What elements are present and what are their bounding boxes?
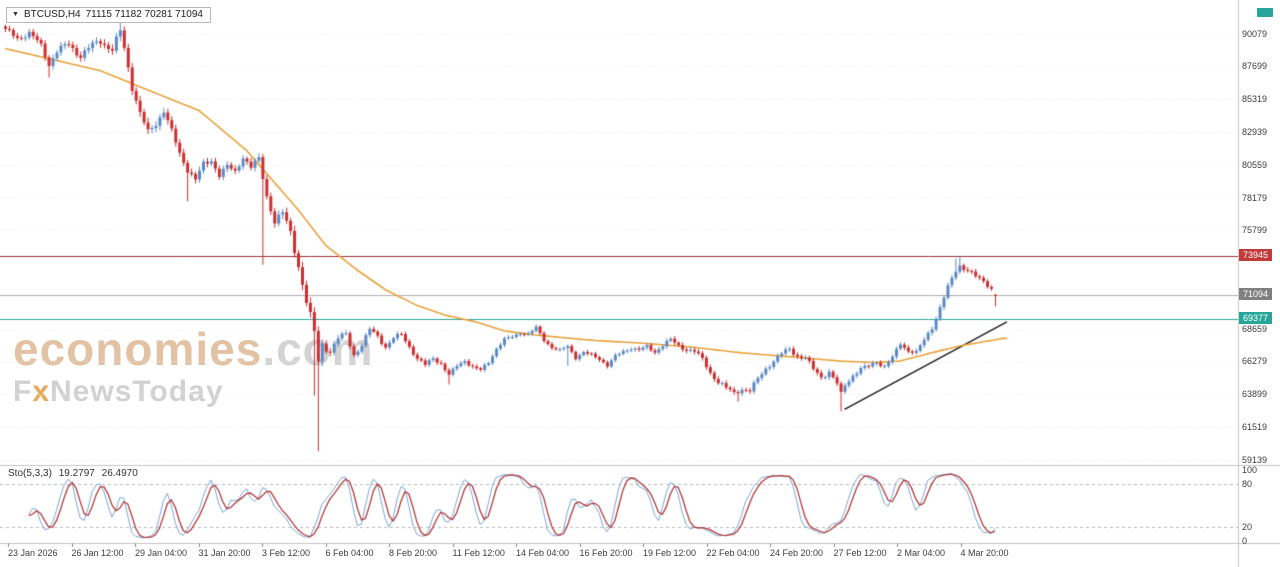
price-axis-label: 82939 [1242,127,1268,137]
price-axis-label: 59139 [1242,454,1268,465]
stochastic-d-value: 26.4970 [101,468,138,479]
price-axis-badge: 73945 [1239,248,1273,261]
date-axis-label: 26 Jan 12:00 [71,548,124,558]
date-axis-label: 31 Jan 20:00 [198,548,251,558]
symbol-ohlc-chip[interactable]: ▼ BTCUSD,H4 71115 71182 70281 71094 [6,7,211,23]
date-axis-label: 4 Mar 20:00 [960,548,1009,558]
date-axis-label: 22 Feb 04:00 [706,548,760,558]
price-axis-label: 63899 [1242,389,1268,400]
price-axis-label: 90079 [1242,28,1268,39]
date-axis-label: 14 Feb 04:00 [516,548,570,558]
price-axis-label: 68659 [1242,323,1268,334]
price-axis-label: 85319 [1242,94,1268,105]
date-axis-label: 23 Jan 2026 [8,548,58,558]
sto-axis-label: 100 [1242,465,1258,475]
date-axis-label: 16 Feb 20:00 [579,548,633,558]
date-axis-label: 19 Feb 12:00 [643,548,697,558]
date-axis-label: 11 Feb 12:00 [452,548,505,558]
dropdown-arrow-icon[interactable]: ▼ [12,11,19,18]
date-axis-label: 24 Feb 20:00 [770,548,824,558]
stochastic-label: Sto(5,3,3) 19.2797 26.4970 [8,468,142,479]
stochastic-k-value: 19.2797 [58,468,95,479]
date-axis-label: 29 Jan 04:00 [135,548,188,558]
sto-axis-label: 20 [1242,521,1253,532]
stochastic-name: Sto(5,3,3) [8,468,52,479]
date-axis-label: 2 Mar 04:00 [897,548,946,558]
price-axis-label: 75799 [1242,225,1268,236]
price-axis-label: 66279 [1242,356,1268,367]
date-axis-label: 3 Feb 12:00 [262,548,311,558]
date-axis-label: 27 Feb 12:00 [833,548,887,558]
sto-axis-label: 0 [1242,536,1248,546]
symbol-label: BTCUSD,H4 [23,9,81,20]
ohlc-values: 71115 71182 70281 71094 [85,9,203,20]
chart-corner-icon[interactable] [1257,8,1273,17]
date-axis-label: 6 Feb 04:00 [325,548,374,558]
sto-axis-label: 80 [1242,479,1253,490]
date-axis-label: 8 Feb 20:00 [389,548,438,558]
price-axis-badge: 69377 [1239,311,1273,324]
price-axis-label: 78179 [1242,192,1268,203]
price-axis-label: 80559 [1242,159,1268,170]
price-axis-label: 61519 [1242,421,1268,432]
price-axis-badge: 71094 [1239,288,1273,301]
price-axis-label: 87699 [1242,61,1268,72]
